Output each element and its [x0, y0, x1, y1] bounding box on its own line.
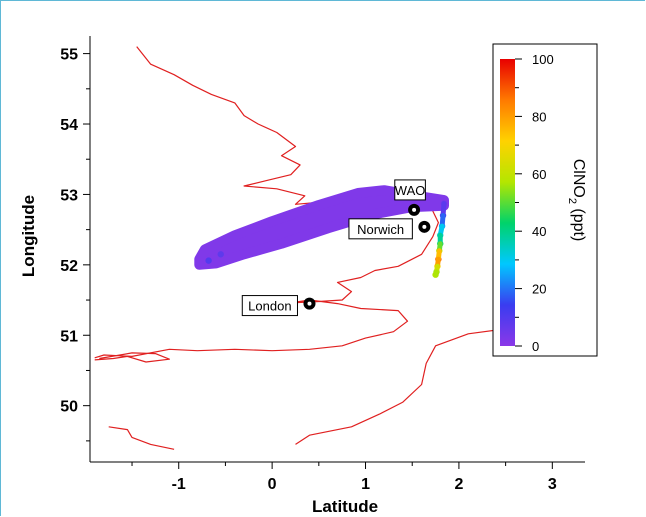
track-segment-8: [433, 269, 439, 278]
y-tick-label: 52: [60, 258, 78, 275]
colorbar-tick-label: 80: [532, 109, 546, 124]
track-layer: [205, 200, 448, 278]
site-norwich: Norwich: [348, 218, 431, 240]
coastline-0: [94, 46, 439, 359]
y-tick-label: 55: [60, 47, 78, 64]
colorbar-label: ClNO2 (ppt): [566, 159, 587, 242]
track-point-11: [205, 257, 212, 264]
x-axis-label: Latitude: [312, 497, 378, 516]
colorbar-tick-label: 0: [532, 339, 539, 354]
y-tick-label: 50: [60, 399, 78, 416]
y-tick-label: 53: [60, 187, 78, 204]
colorbar-tick-label: 40: [532, 224, 546, 239]
site-wao: WAO: [394, 179, 426, 216]
site-label-box: [348, 218, 413, 240]
colorbar-label-main: ClNO: [570, 159, 587, 198]
x-tick-label: 0: [268, 476, 277, 493]
site-layer: WAO Norwich London: [241, 179, 431, 317]
y-axis-label: Longitude: [19, 195, 38, 277]
x-tick-label: 2: [454, 476, 463, 493]
x-tick-label: -1: [172, 476, 186, 493]
site-london: London: [241, 295, 316, 317]
site-label-box: [241, 295, 298, 317]
x-tick-label: 1: [361, 476, 370, 493]
track-point-10: [217, 251, 224, 258]
site-label: WAO: [395, 183, 426, 198]
site-label-box: [394, 179, 426, 201]
colorbar-label-sub: 2: [566, 198, 578, 204]
colorbar-scale: [500, 59, 515, 346]
site-label: Norwich: [357, 222, 404, 237]
axes-layer: -1 0 1 2 3 50 51 52 53 54 55: [60, 36, 585, 493]
colorbar-tick-label: 60: [532, 167, 546, 182]
coastline-2: [108, 426, 175, 450]
colorbar: 0 20 40 60 80 100 ClNO2 (ppt): [492, 43, 598, 357]
colorbar-tick-label: 100: [532, 52, 554, 67]
colorbar-tick-label: 20: [532, 282, 546, 297]
coastline-1: [94, 352, 170, 363]
site-label: London: [248, 299, 291, 314]
x-tick-label: 3: [548, 476, 557, 493]
site-marker-center: [307, 301, 312, 306]
y-tick-label: 51: [60, 328, 78, 345]
y-tick-label: 54: [60, 117, 78, 134]
site-marker-center: [412, 207, 417, 212]
colorbar-label-unit: (ppt): [570, 204, 587, 241]
site-marker-center: [422, 224, 427, 229]
